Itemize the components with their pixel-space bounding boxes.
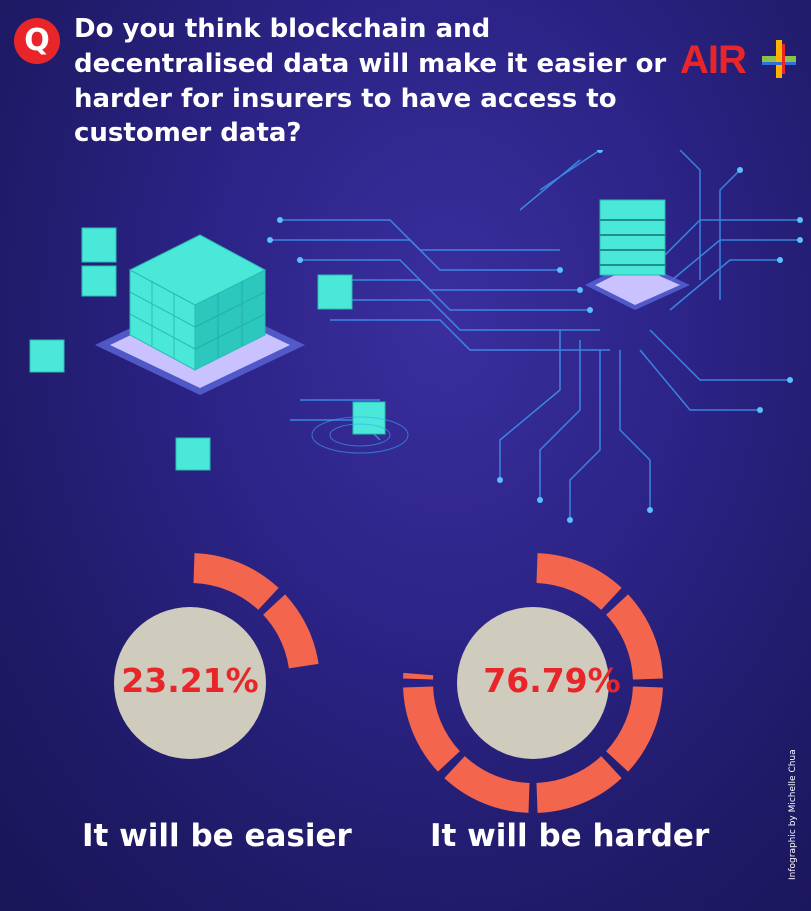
donut-center-disc xyxy=(457,607,609,759)
donut-arc-segment xyxy=(536,553,622,610)
donut-arc-segment xyxy=(536,756,622,813)
donut-arc-segment xyxy=(403,686,460,772)
donut-arc-segment xyxy=(403,672,434,680)
donut-arc-segment xyxy=(193,553,279,610)
donut-arc-segment xyxy=(606,594,663,680)
easier-answer-label: It will be easier xyxy=(82,818,352,854)
logo-text: AIR xyxy=(680,38,747,82)
blockchain-circuit-illustration xyxy=(29,150,803,523)
donut-arc-segment xyxy=(444,756,530,813)
q-badge-icon: Q xyxy=(14,18,60,64)
harder-percent-label: 76.79% xyxy=(483,661,621,700)
donut-arc-segment xyxy=(263,594,319,669)
donut-charts xyxy=(114,553,663,813)
donut-arc-segment xyxy=(606,686,663,772)
donut-1 xyxy=(403,553,663,813)
donut-0 xyxy=(114,553,319,759)
plus-icon xyxy=(762,40,796,78)
donut-center-disc xyxy=(114,607,266,759)
harder-answer-label: It will be harder xyxy=(430,818,710,854)
easier-percent-label: 23.21% xyxy=(121,661,259,700)
question-title: Do you think blockchain and decentralise… xyxy=(74,14,667,149)
air-plus-logo: AIR xyxy=(680,36,800,84)
infographic-credit: Infographic by Michelle Chua xyxy=(788,749,798,880)
q-letter: Q xyxy=(24,23,50,58)
